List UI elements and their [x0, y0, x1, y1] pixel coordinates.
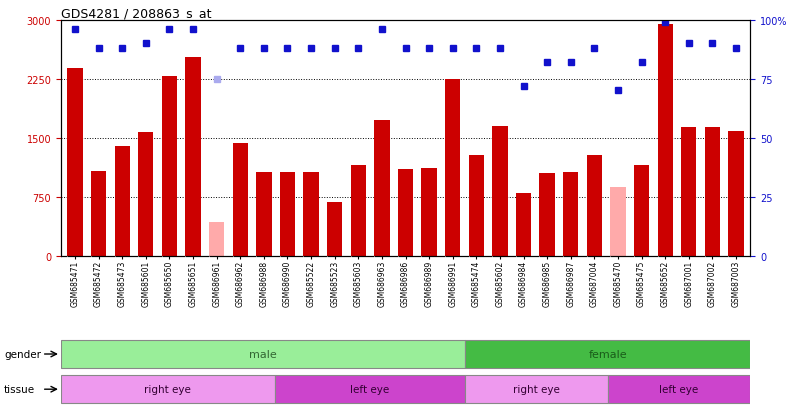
Bar [374, 121, 389, 256]
Bar [280, 172, 295, 256]
Bar [61, 375, 275, 403]
Text: left eye: left eye [350, 384, 389, 394]
Bar [445, 79, 461, 256]
Bar [681, 127, 697, 256]
Bar [465, 340, 750, 368]
Bar [161, 77, 177, 256]
Text: right eye: right eye [513, 384, 560, 394]
Bar [303, 172, 319, 256]
Text: gender: gender [4, 349, 41, 359]
Bar [563, 173, 578, 256]
Bar [67, 69, 83, 256]
Bar [516, 193, 531, 256]
Text: female: female [588, 349, 627, 359]
Text: tissue: tissue [4, 384, 35, 394]
Text: left eye: left eye [659, 384, 698, 394]
Bar [61, 340, 465, 368]
Bar [422, 168, 437, 256]
Bar [91, 171, 106, 256]
Bar [138, 133, 153, 256]
Bar [658, 25, 673, 256]
Bar [607, 375, 750, 403]
Bar [728, 132, 744, 256]
Text: male: male [249, 349, 277, 359]
Bar [611, 188, 625, 256]
Bar [634, 166, 650, 256]
Bar [186, 57, 200, 256]
Text: right eye: right eye [144, 384, 191, 394]
Bar [209, 222, 225, 256]
Bar [398, 170, 413, 256]
Bar [705, 127, 720, 256]
Bar [492, 127, 508, 256]
Bar [327, 203, 342, 256]
Bar [233, 144, 248, 256]
Bar [256, 172, 272, 256]
Text: GDS4281 / 208863_s_at: GDS4281 / 208863_s_at [61, 7, 212, 19]
Bar [350, 166, 366, 256]
Bar [465, 375, 607, 403]
Bar [114, 147, 130, 256]
Bar [586, 156, 602, 256]
Bar [539, 173, 555, 256]
Bar [275, 375, 465, 403]
Bar [469, 156, 484, 256]
